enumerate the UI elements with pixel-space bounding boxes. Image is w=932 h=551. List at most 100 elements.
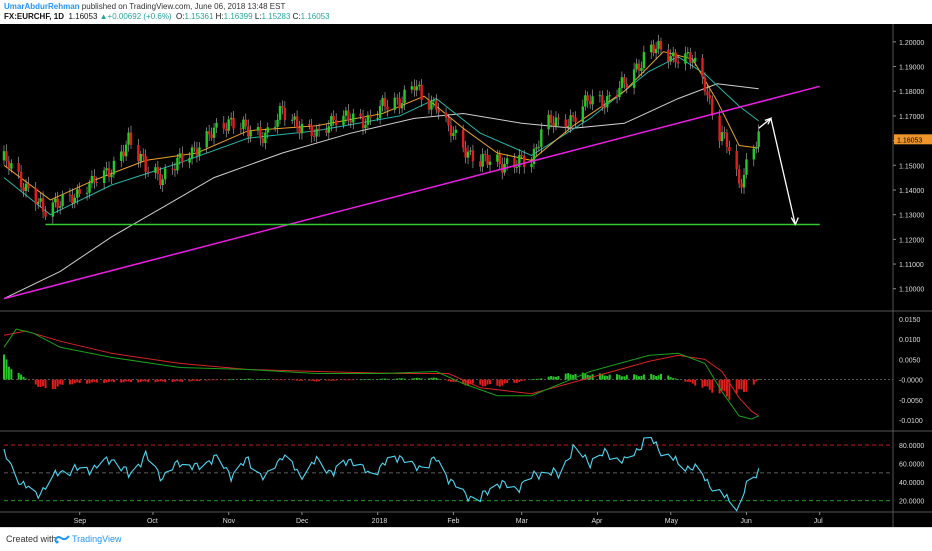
macd-histogram-bar (735, 379, 738, 394)
candle-body (90, 176, 94, 184)
macd-histogram-bar (552, 376, 555, 380)
macd-histogram-bar (88, 379, 91, 384)
candle-body (212, 127, 216, 138)
macd-histogram-bar (213, 379, 216, 381)
macd-histogram-bar (635, 375, 638, 380)
candle-body (10, 163, 13, 169)
macd-histogram-bar (56, 379, 59, 387)
macd-histogram-bar (249, 378, 252, 380)
price-tick-label: 1.10000 (899, 287, 924, 294)
macd-histogram-bar (437, 378, 440, 380)
macd-histogram-bar (242, 379, 245, 380)
candle-body (22, 187, 25, 192)
last-price: 1.16053 (68, 12, 98, 21)
candle-body (242, 119, 245, 129)
symbol-label[interactable]: FX:EURCHF, 1D (4, 12, 65, 21)
candle-body (347, 110, 350, 121)
macd-histogram-bar (703, 379, 706, 387)
candle-body (58, 206, 62, 208)
candle-body (17, 163, 20, 172)
ascending-trendline[interactable] (3, 85, 820, 300)
candle-body (637, 63, 641, 71)
candle-body (386, 106, 389, 110)
macd-histogram-bar (435, 377, 438, 380)
candle-body (193, 147, 196, 149)
last-price-tag-label: 1.16053 (897, 137, 922, 144)
ohlc-legend: FX:EURCHF, 1D 1.16053 ▲+0.00692 (+0.6%) … (4, 12, 330, 21)
candle-body (146, 171, 150, 173)
macd-histogram-bar (313, 379, 316, 382)
macd-histogram-bar (293, 379, 296, 381)
macd-histogram-bar (694, 379, 697, 386)
macd-histogram-bar (95, 379, 98, 383)
candle-body (481, 153, 484, 167)
macd-histogram-bar (20, 374, 23, 380)
macd-histogram-bar (37, 379, 40, 387)
candle-body (310, 125, 313, 136)
candle-body (466, 151, 470, 158)
macd-histogram-bar (384, 378, 386, 380)
macd-histogram-bar (572, 375, 575, 380)
macd-histogram-bar (86, 379, 89, 384)
macd-histogram-bar (706, 379, 709, 387)
candle-body (574, 117, 577, 122)
tradingview-logo-icon[interactable] (54, 533, 70, 544)
candle-body (127, 132, 130, 145)
macd-histogram-bar (359, 379, 362, 381)
macd-histogram-bar (34, 379, 37, 385)
macd-histogram-bar (159, 379, 162, 382)
macd-signal-line (3, 330, 759, 417)
macd-histogram-bar (71, 379, 74, 385)
created-with-label: Created with (6, 534, 57, 544)
candle-body (625, 83, 628, 88)
macd-histogram-bar (642, 374, 645, 380)
candle-body (352, 113, 355, 123)
macd-histogram-bar (76, 379, 79, 383)
macd-histogram-bar (603, 375, 606, 380)
macd-histogram-bar (291, 379, 294, 381)
candle-body (676, 62, 680, 64)
chart-area[interactable]: 1.200001.190001.180001.170001.160001.150… (0, 24, 932, 527)
candle-body (278, 106, 282, 120)
macd-histogram-bar (142, 379, 145, 382)
macd-histogram-bar (701, 379, 704, 388)
author-link[interactable]: UmarAbdurRehman (4, 2, 80, 11)
macd-histogram-bar (757, 379, 760, 380)
macd-histogram-bar (259, 379, 262, 380)
candle-body (449, 125, 453, 137)
macd-histogram-bar (532, 379, 535, 380)
candle-body (249, 130, 252, 137)
candle-body (742, 174, 746, 188)
candle-body (398, 98, 401, 109)
candle-body (608, 95, 611, 97)
candle-body (124, 144, 128, 157)
up-arrow-icon: ▲ (99, 12, 108, 21)
macd-histogram-bar (191, 379, 194, 381)
candle-body (27, 183, 30, 189)
macd-histogram-bar (261, 379, 264, 380)
candle-body (312, 135, 316, 137)
macd-histogram-bar (161, 379, 164, 382)
candle-body (39, 198, 42, 202)
macd-histogram-bar (24, 378, 27, 380)
candle-body (19, 171, 23, 188)
candle-body (229, 117, 233, 120)
chart-svg[interactable]: 1.200001.190001.180001.170001.160001.150… (0, 24, 932, 527)
candle-body (659, 40, 663, 50)
candle-body (188, 158, 191, 163)
macd-histogram-bar (164, 379, 167, 383)
tradingview-brand[interactable]: TradingView (72, 534, 122, 544)
price-tick-label: 1.15000 (899, 163, 924, 170)
forecast-arrow[interactable] (758, 117, 796, 225)
macd-histogram-bar (420, 378, 423, 380)
macd-histogram-bar (723, 379, 726, 392)
candle-body (315, 128, 318, 137)
publisher-line: UmarAbdurRehman published on TradingView… (4, 2, 285, 11)
candle-body (361, 116, 365, 129)
candle-body (308, 123, 311, 126)
macd-histogram-bar (362, 379, 365, 381)
candle-body (444, 112, 448, 118)
macd-histogram-bar (498, 379, 501, 387)
candle-body (227, 119, 230, 131)
macd-histogram-bar (415, 377, 418, 380)
